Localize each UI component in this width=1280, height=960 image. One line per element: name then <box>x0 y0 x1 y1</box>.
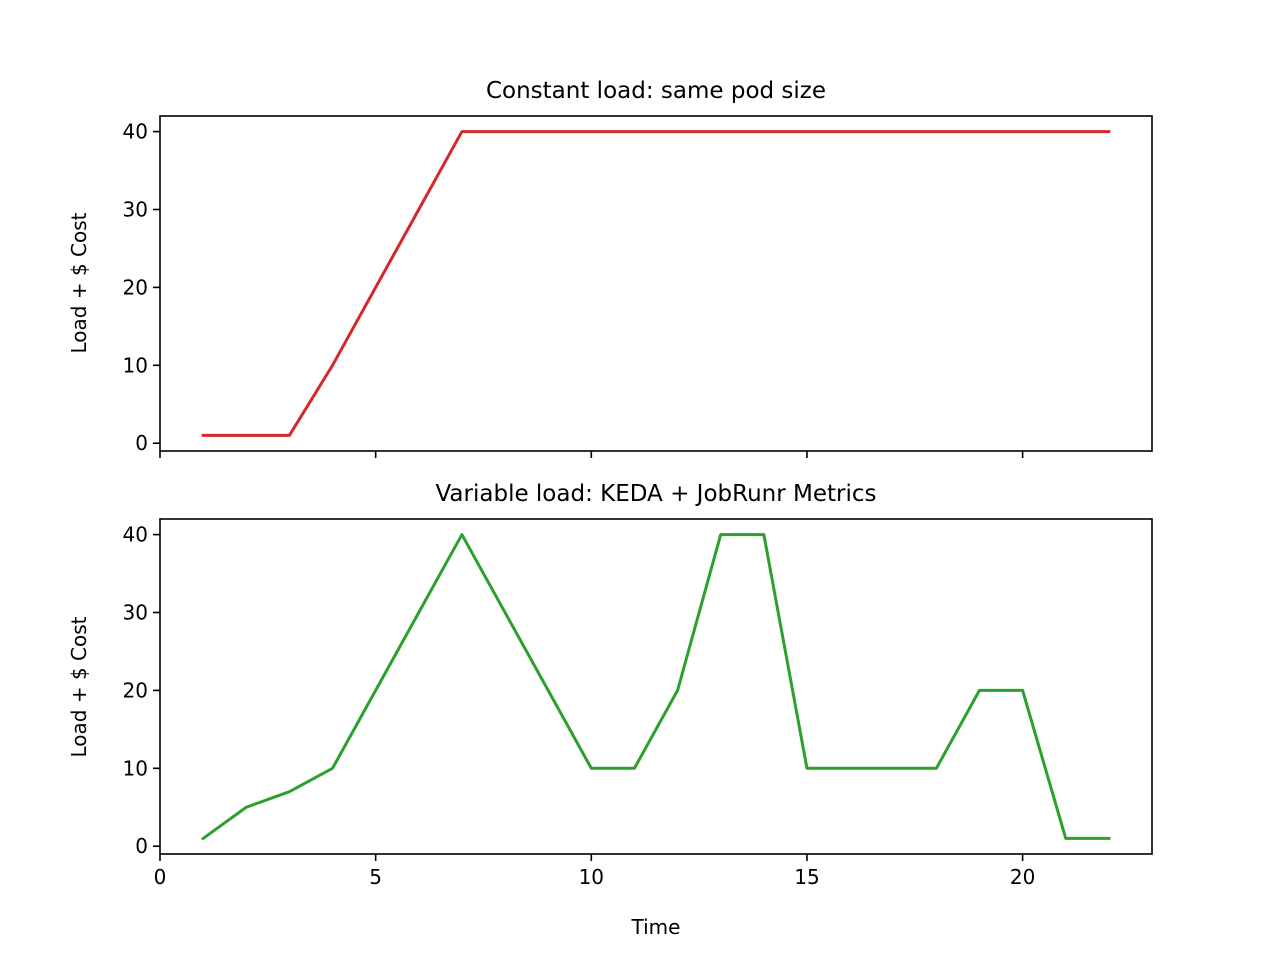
y-tick-label: 20 <box>123 275 148 299</box>
x-ticks <box>159 451 1024 458</box>
y-tick-label: 20 <box>123 678 148 702</box>
x-tick-label: 0 <box>154 865 167 889</box>
subplot-constant-load: Constant load: same pod size Load + $ Co… <box>67 78 1153 458</box>
y-tick-label: 0 <box>135 431 148 455</box>
y-axis-label: Load + $ Cost <box>67 212 91 353</box>
y-tick-label: 10 <box>123 353 148 377</box>
y-tick-label: 0 <box>135 834 148 858</box>
series-layer <box>201 130 1111 437</box>
series-line <box>201 533 1111 841</box>
series-line <box>201 130 1111 437</box>
y-tick-label: 40 <box>123 120 148 144</box>
x-tick-label: 10 <box>579 865 604 889</box>
x-ticks: 0 5 10 15 20 <box>154 854 1035 889</box>
y-tick-label: 30 <box>123 600 148 624</box>
y-tick-label: 10 <box>123 756 148 780</box>
y-ticks: 0 10 20 30 40 <box>123 523 160 858</box>
subplot-title: Variable load: KEDA + JobRunr Metrics <box>435 481 876 507</box>
y-tick-label: 30 <box>123 197 148 221</box>
series-layer <box>201 533 1111 841</box>
y-tick-label: 40 <box>123 523 148 547</box>
plot-frame <box>159 518 1153 855</box>
y-axis-label: Load + $ Cost <box>67 616 91 757</box>
subplot-title: Constant load: same pod size <box>486 78 826 104</box>
x-tick-label: 15 <box>794 865 819 889</box>
x-axis-label: Time <box>631 915 681 939</box>
x-tick-label: 5 <box>369 865 382 889</box>
plot-frame <box>159 115 1153 452</box>
y-ticks: 0 10 20 30 40 <box>123 120 160 455</box>
subplot-variable-load: Variable load: KEDA + JobRunr Metrics Lo… <box>67 481 1153 939</box>
x-tick-label: 20 <box>1010 865 1035 889</box>
